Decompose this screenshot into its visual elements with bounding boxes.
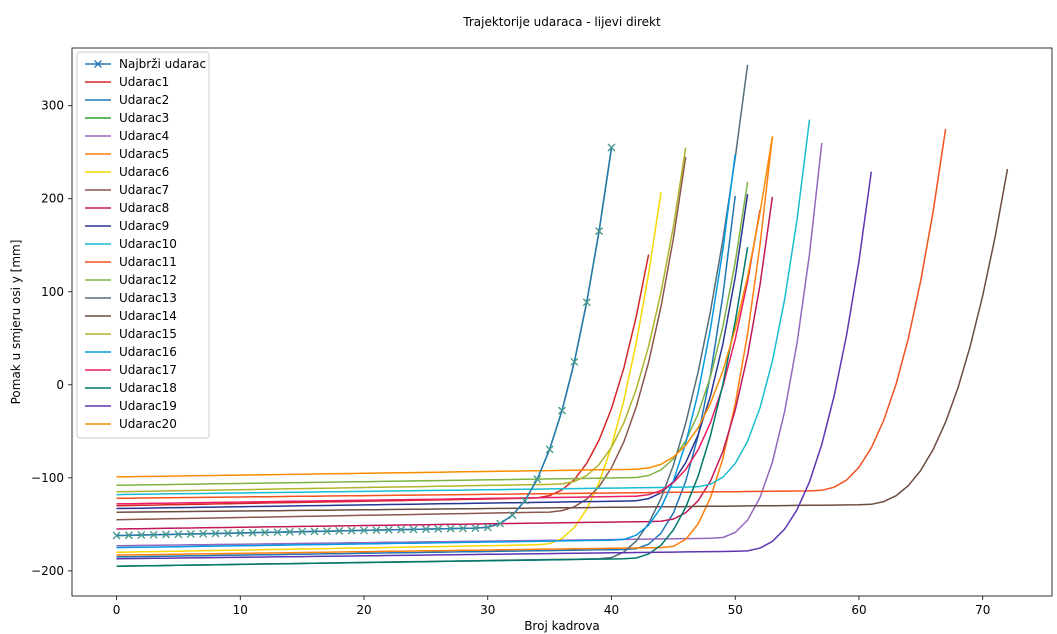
x-tick-label: 0 — [113, 603, 121, 617]
legend-label: Udarac5 — [119, 147, 169, 161]
y-tick-label: 0 — [56, 378, 64, 392]
legend-label: Udarac19 — [119, 399, 177, 413]
legend-label: Udarac11 — [119, 255, 177, 269]
y-axis-title: Pomak u smjeru osi y [mm] — [9, 240, 23, 405]
legend: Najbrži udarac Udarac1 Udarac2 Udarac3 Udara… — [77, 52, 209, 438]
y-tick-label: −200 — [31, 564, 64, 578]
y-axis: −200 −100 0 100 200 300 — [31, 99, 72, 578]
x-tick-label: 50 — [728, 603, 743, 617]
legend-label: Udarac7 — [119, 183, 169, 197]
plot-frame — [72, 48, 1052, 596]
y-tick-label: −100 — [31, 471, 64, 485]
y-tick-label: 300 — [41, 99, 64, 113]
x-tick-label: 10 — [233, 603, 248, 617]
legend-label: Udarac13 — [119, 291, 177, 305]
x-tick-label: 70 — [975, 603, 990, 617]
plot-area — [72, 48, 1052, 596]
y-tick-label: 200 — [41, 192, 64, 206]
legend-label: Udarac17 — [119, 363, 177, 377]
chart-title: Trajektorije udaraca - lijevi direkt — [462, 15, 661, 29]
legend-label: Udarac9 — [119, 219, 169, 233]
legend-label: Udarac15 — [119, 327, 177, 341]
legend-label: Udarac18 — [119, 381, 177, 395]
legend-label: Udarac4 — [119, 129, 169, 143]
legend-label: Udarac6 — [119, 165, 169, 179]
legend-label: Udarac3 — [119, 111, 169, 125]
legend-label: Udarac10 — [119, 237, 177, 251]
legend-label: Udarac20 — [119, 417, 177, 431]
x-tick-label: 20 — [356, 603, 371, 617]
x-tick-label: 40 — [604, 603, 619, 617]
x-tick-label: 30 — [480, 603, 495, 617]
x-axis-title: Broj kadrova — [524, 619, 600, 633]
legend-label: Najbrži udarac — [119, 57, 206, 71]
legend-label: Udarac12 — [119, 273, 177, 287]
y-tick-label: 100 — [41, 285, 64, 299]
legend-label: Udarac14 — [119, 309, 177, 323]
x-tick-label: 60 — [851, 603, 866, 617]
legend-label: Udarac1 — [119, 75, 169, 89]
x-axis: 0 10 20 30 40 50 60 70 — [113, 596, 991, 617]
legend-label: Udarac8 — [119, 201, 169, 215]
legend-label: Udarac2 — [119, 93, 169, 107]
legend-label: Udarac16 — [119, 345, 177, 359]
